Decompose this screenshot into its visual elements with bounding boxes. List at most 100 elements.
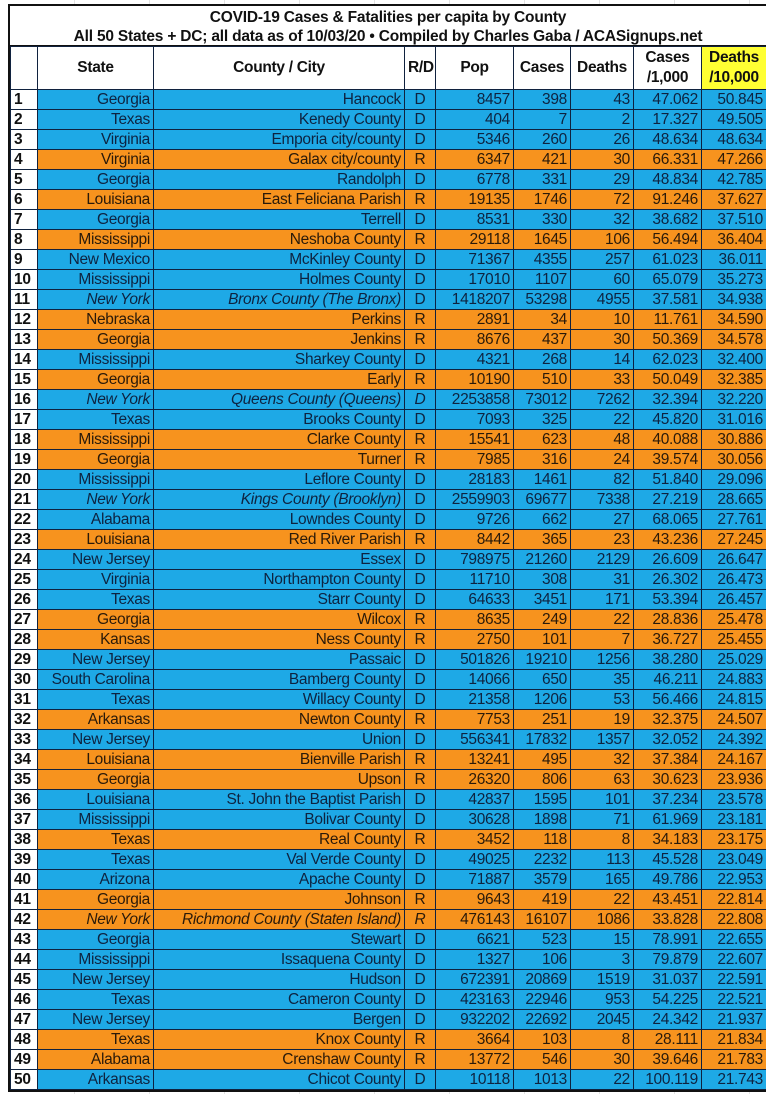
population-cell: 13772 — [435, 1049, 514, 1070]
deaths-per-10000-cell: 30.886 — [701, 429, 766, 450]
party-cell: D — [404, 929, 436, 950]
cases-cell: 1746 — [513, 189, 571, 210]
table-row: 16 New York Queens County (Queens) D 2253858… — [10, 389, 766, 410]
party-cell: R — [404, 449, 436, 470]
state-cell: New York — [37, 389, 154, 410]
row-number: 20 — [10, 469, 38, 490]
deaths-cell: 22 — [570, 889, 634, 910]
row-number: 47 — [10, 1009, 38, 1030]
county-cell: St. John the Baptist Parish — [153, 789, 405, 810]
table-row: 33 New Jersey Union D 556341 17832 1357 32.052 2… — [10, 729, 766, 750]
table-row: 14 Mississippi Sharkey County D 4321 268 14 62.… — [10, 349, 766, 370]
table-row: 1 Georgia Hancock D 8457 398 43 47.062 50.845 — [10, 89, 766, 110]
cases-cell: 73012 — [513, 389, 571, 410]
deaths-cell: 1256 — [570, 649, 634, 670]
county-cell: Val Verde County — [153, 849, 405, 870]
header-rd: R/D — [404, 46, 436, 90]
table-row: 46 Texas Cameron County D 423163 22946 953 54.2… — [10, 989, 766, 1010]
population-cell: 13241 — [435, 749, 514, 770]
deaths-per-10000-cell: 34.938 — [701, 289, 766, 310]
cases-cell: 22946 — [513, 989, 571, 1010]
population-cell: 64633 — [435, 589, 514, 610]
cases-per-1000-cell: 45.820 — [633, 409, 702, 430]
cases-cell: 101 — [513, 629, 571, 650]
cases-cell: 4355 — [513, 249, 571, 270]
table-row: 44 Mississippi Issaquena County D 1327 106 3 79… — [10, 949, 766, 970]
population-cell: 7985 — [435, 449, 514, 470]
cases-per-1000-cell: 28.836 — [633, 609, 702, 630]
header-county: County / City — [153, 46, 405, 90]
cases-per-1000-cell: 48.834 — [633, 169, 702, 190]
deaths-cell: 2 — [570, 109, 634, 130]
header-cases-per-1000-line1: Cases — [645, 49, 690, 66]
party-cell: D — [404, 669, 436, 690]
party-cell: R — [404, 709, 436, 730]
deaths-per-10000-cell: 32.385 — [701, 369, 766, 390]
deaths-cell: 29 — [570, 169, 634, 190]
cases-cell: 806 — [513, 769, 571, 790]
row-number: 22 — [10, 509, 38, 530]
row-number: 46 — [10, 989, 38, 1010]
state-cell: Georgia — [37, 89, 154, 110]
row-number: 32 — [10, 709, 38, 730]
deaths-per-10000-cell: 49.505 — [701, 109, 766, 130]
state-cell: Virginia — [37, 149, 154, 170]
county-cell: Terrell — [153, 209, 405, 230]
deaths-cell: 165 — [570, 869, 634, 890]
cases-per-1000-cell: 39.574 — [633, 449, 702, 470]
party-cell: R — [404, 1029, 436, 1050]
table-row: 48 Texas Knox County R 3664 103 8 28.111 21.834 — [10, 1029, 766, 1050]
row-number: 13 — [10, 329, 38, 350]
row-number: 42 — [10, 909, 38, 930]
cases-cell: 437 — [513, 329, 571, 350]
table-row: 2 Texas Kenedy County D 404 7 2 17.327 49.505 — [10, 109, 766, 130]
row-number: 3 — [10, 129, 38, 150]
table-row: 30 South Carolina Bamberg County D 14066 650 3… — [10, 669, 766, 690]
row-number: 24 — [10, 549, 38, 570]
cases-per-1000-cell: 26.302 — [633, 569, 702, 590]
deaths-cell: 15 — [570, 929, 634, 950]
party-cell: R — [404, 609, 436, 630]
table-row: 27 Georgia Wilcox R 8635 249 22 28.836 25.478 — [10, 609, 766, 630]
county-cell: Turner — [153, 449, 405, 470]
deaths-per-10000-cell: 24.167 — [701, 749, 766, 770]
deaths-cell: 33 — [570, 369, 634, 390]
table-row: 47 New Jersey Bergen D 932202 22692 2045 24.342… — [10, 1009, 766, 1030]
party-cell: D — [404, 209, 436, 230]
population-cell: 11710 — [435, 569, 514, 590]
deaths-cell: 7 — [570, 629, 634, 650]
deaths-per-10000-cell: 21.937 — [701, 1009, 766, 1030]
population-cell: 30628 — [435, 809, 514, 830]
cases-per-1000-cell: 30.623 — [633, 769, 702, 790]
cases-cell: 2232 — [513, 849, 571, 870]
party-cell: R — [404, 369, 436, 390]
deaths-cell: 72 — [570, 189, 634, 210]
deaths-per-10000-cell: 35.273 — [701, 269, 766, 290]
cases-per-1000-cell: 37.384 — [633, 749, 702, 770]
header-cases: Cases — [513, 46, 571, 90]
row-number: 36 — [10, 789, 38, 810]
state-cell: New Jersey — [37, 549, 154, 570]
table-row: 24 New Jersey Essex D 798975 21260 2129 26.609 2… — [10, 549, 766, 570]
cases-cell: 1595 — [513, 789, 571, 810]
county-cell: Willacy County — [153, 689, 405, 710]
population-cell: 1327 — [435, 949, 514, 970]
cases-per-1000-cell: 56.466 — [633, 689, 702, 710]
row-number: 18 — [10, 429, 38, 450]
county-cell: Perkins — [153, 309, 405, 330]
county-cell: Crenshaw County — [153, 1049, 405, 1070]
population-cell: 7753 — [435, 709, 514, 730]
party-cell: D — [404, 649, 436, 670]
cases-cell: 398 — [513, 89, 571, 110]
row-number: 5 — [10, 169, 38, 190]
deaths-cell: 35 — [570, 669, 634, 690]
deaths-cell: 8 — [570, 829, 634, 850]
party-cell: D — [404, 409, 436, 430]
cases-per-1000-cell: 79.879 — [633, 949, 702, 970]
row-number: 2 — [10, 109, 38, 130]
party-cell: D — [404, 949, 436, 970]
table-row: 17 Texas Brooks County D 7093 325 22 45.820 31.0… — [10, 409, 766, 430]
table-row: 26 Texas Starr County D 64633 3451 171 53.394 26… — [10, 589, 766, 610]
cases-per-1000-cell: 53.394 — [633, 589, 702, 610]
deaths-cell: 106 — [570, 229, 634, 250]
